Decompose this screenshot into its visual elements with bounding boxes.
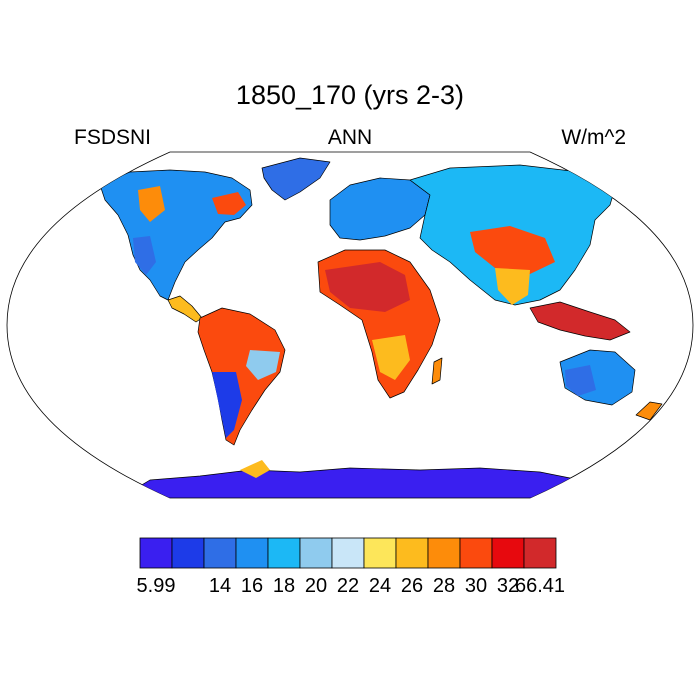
antarctic-peninsula	[240, 460, 270, 478]
south-america-south-cool	[212, 372, 242, 438]
maritime-continent	[529, 301, 631, 341]
hudson-region-warm	[212, 192, 246, 215]
india-warm	[495, 268, 530, 305]
colorbar-label: 5.99	[137, 575, 176, 597]
colorbar-box	[459, 537, 493, 569]
units-label: W/m^2	[561, 126, 626, 149]
colorbar-label: 66.41	[515, 575, 565, 597]
colorbar-box	[427, 537, 461, 569]
new-zealand	[635, 401, 663, 421]
colorbar-box	[299, 537, 333, 569]
brazil-east-mild	[246, 350, 280, 380]
colorbar-label: 14	[209, 575, 231, 597]
greenland	[261, 157, 331, 201]
season-label: ANN	[327, 126, 373, 149]
colorbar-label: 28	[433, 575, 455, 597]
colorbar-box	[171, 537, 205, 569]
madagascar	[431, 357, 443, 385]
europe	[329, 177, 431, 241]
colorbar-box	[523, 537, 557, 569]
colorbar-box	[203, 537, 237, 569]
colorbar-box	[491, 537, 525, 569]
australia-south-cool	[565, 365, 596, 396]
colorbar-label: 30	[465, 575, 487, 597]
south-america	[197, 307, 286, 446]
central-america	[167, 295, 203, 323]
central-africa-mild	[372, 335, 410, 380]
colorbar-box	[363, 537, 397, 569]
colorbar-box	[267, 537, 301, 569]
us-west-cool	[133, 236, 156, 275]
colorbar-label: 26	[401, 575, 423, 597]
colorbar-label: 24	[369, 575, 391, 597]
colorbar-label: 22	[337, 575, 359, 597]
colorbar-label: 18	[273, 575, 295, 597]
plot-title: 1850_170 (yrs 2-3)	[235, 80, 465, 110]
colorbar-label: 32	[497, 575, 519, 597]
colorbar-label: 16	[241, 575, 263, 597]
colorbar-box	[139, 537, 173, 569]
sahara-hot	[325, 262, 410, 312]
central-asia-hot	[470, 226, 555, 274]
variable-name: FSDSNI	[74, 126, 152, 149]
colorbar-box	[395, 537, 429, 569]
colorbar-box	[331, 537, 365, 569]
canada-west-warm	[138, 186, 165, 222]
colorbar-label: 20	[305, 575, 327, 597]
colorbar-box	[235, 537, 269, 569]
